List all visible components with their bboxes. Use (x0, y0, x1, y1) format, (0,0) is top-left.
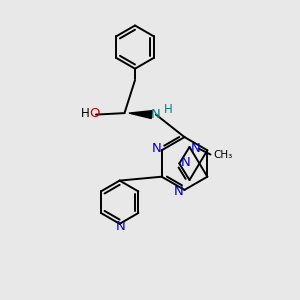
Text: H: H (81, 107, 90, 120)
Text: N: N (181, 155, 191, 169)
Text: N: N (152, 142, 161, 155)
Text: N: N (191, 142, 201, 155)
Text: CH₃: CH₃ (214, 149, 233, 160)
Polygon shape (129, 111, 152, 119)
Text: N: N (174, 185, 184, 198)
Text: O: O (89, 107, 100, 120)
Text: N: N (151, 108, 161, 121)
Text: N: N (116, 220, 125, 233)
Text: H: H (164, 103, 173, 116)
